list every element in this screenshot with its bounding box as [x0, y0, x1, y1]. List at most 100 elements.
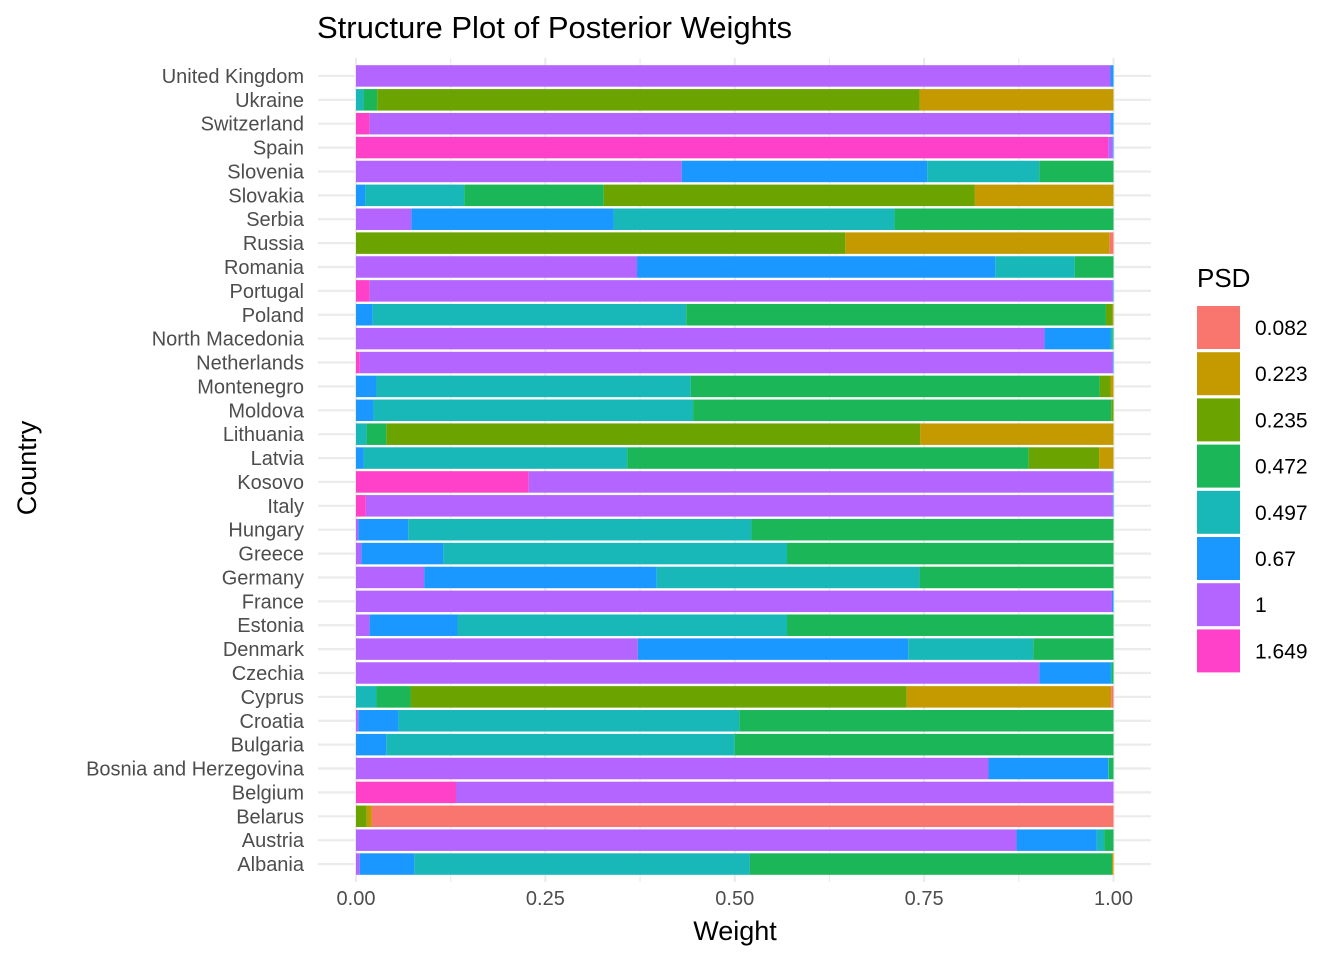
- y-tick-label: Latvia: [251, 448, 305, 470]
- bar-segment-lithuania-0-223: [920, 423, 1114, 445]
- bar-segment-greece-1: [356, 542, 362, 565]
- y-tick-label: Russia: [243, 233, 305, 255]
- bar-segment-lithuania-0-497: [356, 423, 367, 445]
- bar-segment-poland-0-235: [1105, 304, 1113, 326]
- bar-segment-ukraine-0-235: [377, 89, 920, 111]
- bar-segment-switzerland-0-67: [1110, 112, 1114, 135]
- bar-segment-germany-0-67: [424, 566, 657, 589]
- legend-swatch-1: [1197, 583, 1240, 627]
- bar-segment-latvia-0-497: [363, 447, 628, 469]
- bar-segment-latvia-0-223: [1099, 447, 1114, 469]
- bar-segment-czechia-1: [356, 662, 1040, 684]
- y-tick-label: Croatia: [240, 711, 305, 733]
- bar-segment-hungary-0-497: [408, 518, 752, 541]
- legend-label: 0.497: [1255, 502, 1308, 525]
- y-tick-label: Belgium: [232, 782, 304, 804]
- bar-segment-montenegro-0-497: [376, 375, 691, 398]
- y-tick-label: North Macedonia: [152, 329, 305, 351]
- legend-title: PSD: [1197, 263, 1250, 293]
- y-tick-label: Italy: [267, 496, 304, 518]
- bar-segment-slovenia-0-67: [681, 160, 928, 183]
- bar-segment-moldova-0-235: [1111, 399, 1114, 422]
- bar-segment-france-0-67: [1111, 590, 1114, 613]
- bar-segment-bosnia-and-herzegovina-0-67: [988, 757, 1109, 780]
- y-tick-label: Slovenia: [227, 161, 305, 183]
- bar-segment-germany-0-497: [656, 566, 920, 589]
- bar-segment-moldova-0-472: [693, 399, 1112, 422]
- legend-swatch-0-497: [1197, 490, 1240, 534]
- y-tick-label: Austria: [242, 830, 305, 852]
- legend-swatch-0-223: [1197, 352, 1240, 396]
- x-tick-label: 0.50: [715, 888, 754, 910]
- bar-segment-romania-0-472: [1074, 256, 1114, 278]
- bar-segment-croatia-0-497: [398, 710, 740, 732]
- bar-segment-germany-1: [356, 566, 425, 589]
- bar-segment-belarus-0-235: [356, 805, 367, 828]
- bar-segment-croatia-0-67: [358, 710, 399, 732]
- bar-segment-north-macedonia-0-472: [1112, 327, 1114, 350]
- bar-segment-croatia-0-472: [739, 710, 1114, 732]
- bar-segment-latvia-0-472: [627, 447, 1029, 469]
- bar-segment-italy-1: [365, 495, 1113, 517]
- bar-segment-slovakia-0-497: [365, 184, 465, 207]
- bar-segment-spain-0-67: [1112, 136, 1114, 159]
- y-tick-label: Spain: [253, 138, 304, 160]
- bar-segment-czechia-0-67: [1039, 662, 1111, 684]
- bar-segment-russia-0-223: [845, 232, 1110, 254]
- bar-segment-germany-0-472: [919, 566, 1114, 589]
- bar-segment-latvia-0-235: [1028, 447, 1100, 469]
- bar-segment-cyprus-0-235: [410, 686, 907, 708]
- bar-segment-austria-0-497: [1096, 829, 1105, 851]
- bar-segment-belarus-0-082: [371, 805, 1114, 828]
- legend-label: 1: [1255, 594, 1267, 617]
- bar-segment-poland-0-497: [372, 304, 687, 326]
- bar-segment-portugal-1-649: [356, 280, 370, 302]
- bar-segment-serbia-1: [356, 208, 412, 230]
- bar-segment-russia-0-235: [356, 232, 846, 254]
- bar-segment-estonia-1: [356, 614, 370, 636]
- bar-segment-kosovo-1: [528, 471, 1113, 493]
- bar-segment-greece-0-67: [361, 542, 444, 565]
- y-tick-label: Serbia: [246, 209, 305, 231]
- bar-segment-kosovo-1-649: [356, 471, 529, 493]
- bar-segment-slovakia-0-235: [603, 184, 975, 207]
- bar-segment-hungary-0-67: [358, 518, 409, 541]
- bar-segment-portugal-1: [369, 280, 1113, 302]
- bar-segment-netherlands-1: [359, 351, 1113, 374]
- bar-segment-bulgaria-0-472: [734, 733, 1114, 756]
- bar-segment-belgium-1: [455, 781, 1114, 804]
- y-tick-label: Denmark: [223, 639, 305, 661]
- x-tick-label: 1.00: [1094, 888, 1133, 910]
- y-tick-label: Netherlands: [196, 353, 304, 375]
- bar-segment-italy-0-67: [1112, 495, 1114, 517]
- legend-label: 0.235: [1255, 409, 1308, 432]
- bar-segment-bosnia-and-herzegovina-1: [356, 757, 989, 780]
- bar-segment-slovakia-0-223: [974, 184, 1114, 207]
- bar-segment-albania-1: [356, 853, 360, 875]
- bar-segment-slovenia-0-497: [927, 160, 1040, 183]
- y-tick-label: Poland: [242, 305, 304, 327]
- y-tick-label: Germany: [222, 567, 304, 589]
- bar-segment-romania-0-497: [995, 256, 1075, 278]
- legend-label: 0.67: [1255, 548, 1296, 571]
- bar-segment-albania-0-67: [359, 853, 415, 875]
- y-tick-label: Hungary: [228, 520, 304, 542]
- y-axis-title: Country: [12, 420, 42, 515]
- legend-swatch-0-67: [1197, 537, 1240, 580]
- bar-segment-albania-0-497: [414, 853, 750, 875]
- bar-segment-netherlands-0-67: [1112, 351, 1114, 374]
- bar-segment-belgium-1-649: [356, 781, 456, 804]
- bar-segment-belarus-0-223: [366, 805, 372, 828]
- bar-segment-ukraine-0-472: [363, 89, 378, 111]
- bar-segment-moldova-0-497: [373, 399, 694, 422]
- bar-segment-hungary-0-472: [751, 518, 1114, 541]
- y-tick-label: Czechia: [232, 663, 305, 685]
- y-tick-label: Lithuania: [223, 424, 305, 446]
- bar-segment-cyprus-0-223: [906, 686, 1112, 708]
- x-tick-label: 0.75: [905, 888, 944, 910]
- bar-segment-bosnia-and-herzegovina-0-472: [1108, 757, 1114, 780]
- bar-segment-czechia-0-497: [1110, 662, 1112, 684]
- bar-segment-switzerland-1-649: [356, 112, 370, 135]
- y-tick-label: Belarus: [236, 806, 304, 828]
